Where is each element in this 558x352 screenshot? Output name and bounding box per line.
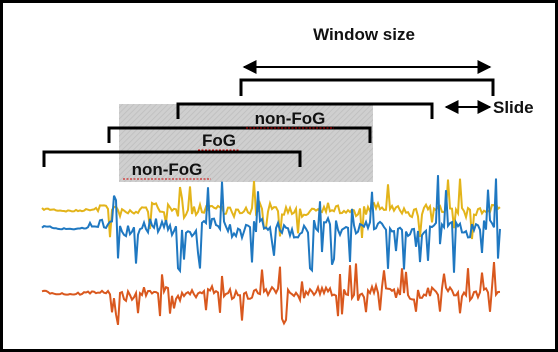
yellow-signal-trace xyxy=(41,178,501,240)
slide-label: Slide xyxy=(493,98,534,117)
window-label-non-fog-top: non-FoG xyxy=(255,109,326,128)
window-label-non-fog-bottom: non-FoG xyxy=(132,160,203,179)
window-bracket-1 xyxy=(42,150,302,167)
blue-signal-trace xyxy=(41,175,501,274)
orange-signal-trace xyxy=(41,262,501,326)
fog-shaded-region xyxy=(119,104,373,182)
window-bracket-2 xyxy=(107,126,372,143)
window-bracket-3 xyxy=(176,102,434,119)
window-bracket-4 xyxy=(239,78,495,96)
window-label-fog: FoG xyxy=(202,131,236,150)
window-size-label: Window size xyxy=(313,25,415,44)
